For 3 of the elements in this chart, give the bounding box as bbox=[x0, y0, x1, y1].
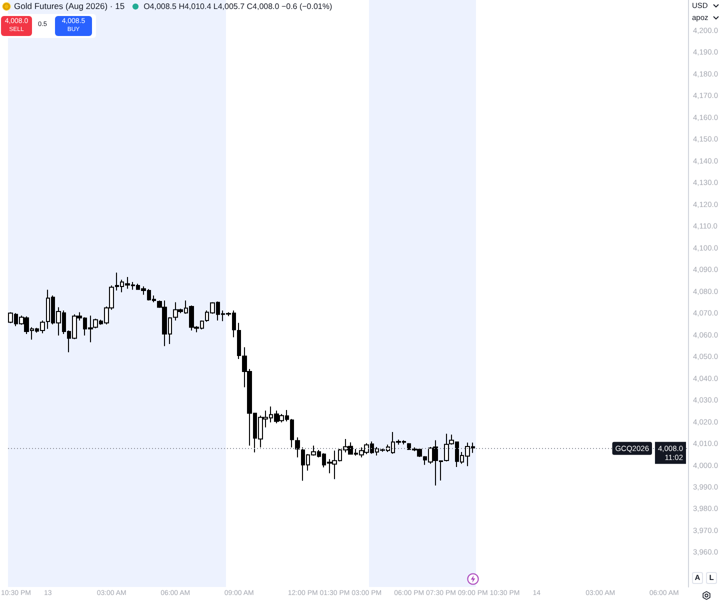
chart-title: Gold Futures (Aug 2026) · 15 bbox=[14, 1, 125, 11]
candlestick bbox=[295, 436, 300, 458]
chart-subtitle: O4,008.5 H4,010.4 L4,005.7 C4,008.0 −0.6 (−0.01%) bbox=[144, 2, 332, 10]
